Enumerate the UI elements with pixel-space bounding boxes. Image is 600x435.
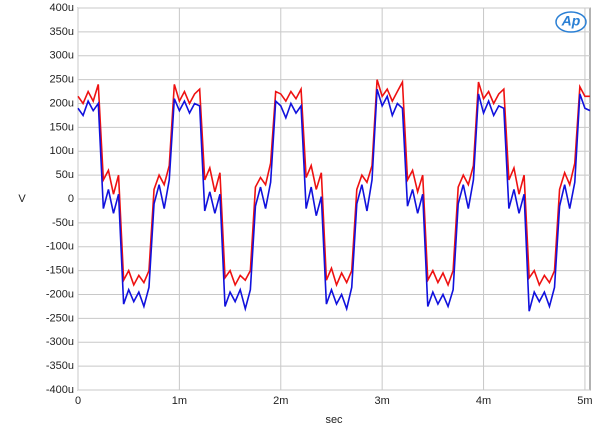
x-tick-label: 5m (577, 395, 592, 407)
x-tick-label: 3m (375, 395, 390, 407)
x-tick-label: 0 (75, 395, 81, 407)
y-tick-label: 100u (50, 145, 74, 157)
y-tick-label: 250u (50, 74, 74, 86)
x-axis-label: sec (325, 414, 343, 426)
logo: Ap (561, 13, 581, 29)
y-tick-label: 0 (68, 193, 74, 205)
y-tick-label: 50u (56, 169, 74, 181)
y-tick-label: 150u (50, 121, 74, 133)
x-tick-label: 1m (172, 395, 187, 407)
y-tick-label: -350u (46, 360, 74, 372)
y-tick-label: -250u (46, 312, 74, 324)
y-tick-label: -100u (46, 241, 74, 253)
series-line (77, 88, 591, 312)
series-line (77, 79, 590, 288)
y-tick-label: -50u (52, 217, 74, 229)
y-tick-label: -150u (46, 265, 74, 277)
x-tick-label: 4m (476, 395, 491, 407)
y-tick-label: -200u (46, 288, 74, 300)
x-tick-label: 2m (273, 395, 288, 407)
y-tick-label: -400u (46, 384, 74, 396)
y-tick-label: 300u (50, 50, 74, 62)
y-axis-label: V (18, 193, 26, 205)
y-tick-label: 350u (50, 26, 74, 38)
logo-ring (555, 11, 587, 33)
y-tick-label: 200u (50, 97, 74, 109)
y-tick-label: -300u (46, 336, 74, 348)
y-tick-label: 400u (50, 2, 74, 14)
